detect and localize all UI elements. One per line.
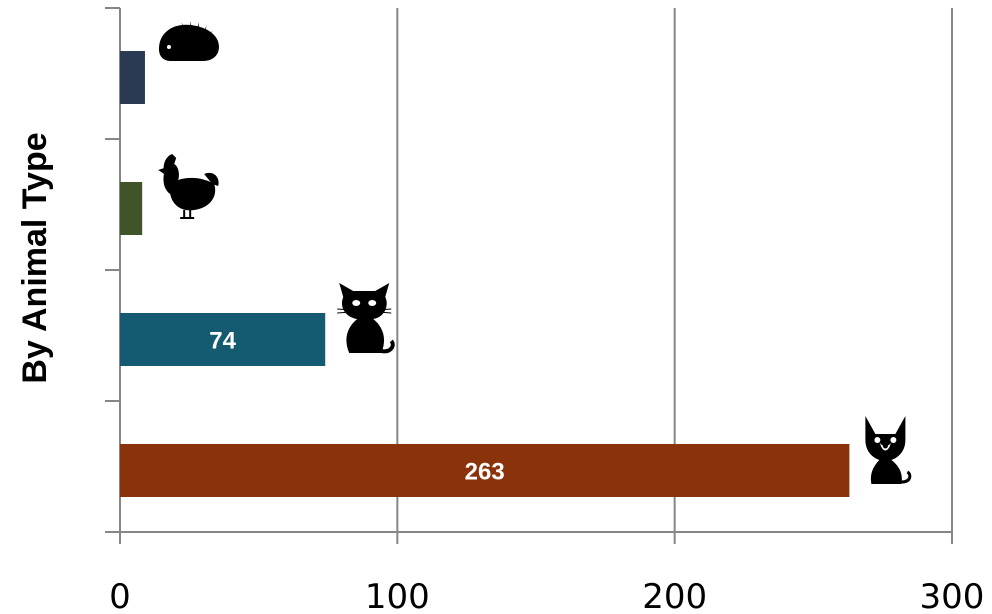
hedgehog-spike xyxy=(196,21,199,33)
cat-body xyxy=(339,283,390,353)
x-tick-label: 0 xyxy=(109,577,131,614)
rooster-tail xyxy=(204,172,219,186)
dog-icon xyxy=(865,416,912,484)
cat-whiskers xyxy=(337,308,392,314)
bars: 74 263 xyxy=(120,51,850,497)
rooster-legs xyxy=(180,210,195,219)
bar xyxy=(120,313,326,366)
dog-nose xyxy=(882,443,888,449)
x-tick-label: 100 xyxy=(365,577,430,614)
hedgehog-eye xyxy=(166,45,171,49)
cat-eye-right xyxy=(368,300,377,306)
dog-muzzle xyxy=(879,440,892,451)
rooster-beak xyxy=(158,168,165,174)
cat-tail xyxy=(380,339,395,354)
bar xyxy=(120,444,850,497)
hedgehog-spike xyxy=(206,30,213,39)
x-tick-labels: 0 100 200 300 xyxy=(109,577,984,614)
bar-value-label: 74 xyxy=(209,328,236,355)
cat-icon xyxy=(337,283,395,354)
animal-icons xyxy=(158,21,912,484)
dog-eye-left xyxy=(874,437,881,443)
rooster-body xyxy=(163,154,216,211)
hedgehog-spike xyxy=(165,37,174,43)
hedgehog-icon xyxy=(158,21,219,61)
hedgehog-spike xyxy=(208,36,217,44)
rooster-icon xyxy=(158,154,219,219)
hedgehog-body xyxy=(158,24,219,61)
hedgehog-spike xyxy=(181,22,187,32)
hedgehog-spike xyxy=(201,25,207,36)
bar-value-label: 263 xyxy=(465,459,505,486)
bar xyxy=(120,51,145,104)
dog-eye-right xyxy=(890,437,897,443)
y-axis-title: By Animal Type xyxy=(16,132,54,383)
x-tick-label: 300 xyxy=(920,577,985,614)
hedgehog-spike xyxy=(168,31,177,39)
bar xyxy=(120,182,143,235)
cat-eye-left xyxy=(352,300,361,306)
x-tick-label: 200 xyxy=(642,577,707,614)
hedgehog-spike xyxy=(173,25,181,35)
dog-tail xyxy=(901,470,912,484)
